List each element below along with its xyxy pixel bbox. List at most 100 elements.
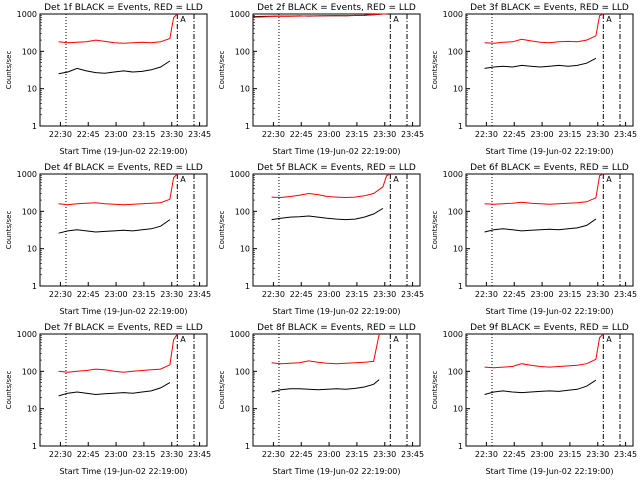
x-axis-label: Start Time (19-Jun-02 22:19:00) — [273, 307, 401, 316]
detector-chart-1: Det 1f BLACK = Events, RED = LLD 1 10 100 10… — [5, 3, 211, 156]
x-tick-label: 23:00 — [531, 130, 554, 139]
time-marker-label: A — [606, 175, 612, 184]
plot-frame — [465, 173, 634, 287]
y-tick-label: 1000 — [230, 170, 250, 179]
x-tick-label: 23:45 — [401, 130, 424, 139]
series-events-line — [484, 379, 597, 395]
x-tick-label: 23:00 — [318, 130, 341, 139]
y-tick-label: 1000 — [17, 330, 37, 339]
x-tick-label: 23:30 — [160, 290, 183, 299]
series-lld-line — [484, 173, 604, 205]
y-axis-label: Counts/sec — [5, 371, 13, 410]
x-axis-label: Start Time (19-Jun-02 22:19:00) — [486, 467, 614, 476]
detector-chart-4: Det 4f BLACK = Events, RED = LLD 1 10 100 10… — [5, 163, 211, 316]
x-tick-label: 22:30 — [49, 450, 72, 459]
time-marker-label: A — [393, 335, 399, 344]
series-events-line — [58, 382, 171, 397]
plot-frame — [39, 13, 208, 127]
x-tick-label: 23:00 — [318, 290, 341, 299]
y-axis-label: Counts/sec — [218, 211, 226, 250]
y-tick-label: 10 — [240, 85, 250, 94]
x-tick-label: 23:15 — [558, 130, 581, 139]
x-tick-label: 22:30 — [49, 290, 72, 299]
y-tick-label: 1000 — [230, 330, 250, 339]
x-tick-label: 23:15 — [132, 450, 155, 459]
series-events-line — [484, 57, 597, 69]
x-axis-label: Start Time (19-Jun-02 22:19:00) — [60, 147, 188, 156]
x-tick-label: 23:30 — [373, 130, 396, 139]
series-lld-line — [484, 333, 604, 369]
y-tick-label: 1 — [458, 282, 463, 291]
y-tick-label: 1 — [32, 442, 37, 451]
time-marker-label: A — [606, 15, 612, 24]
x-axis-label: Start Time (19-Jun-02 22:19:00) — [60, 307, 188, 316]
x-tick-label: 23:15 — [132, 290, 155, 299]
x-tick-label: 23:15 — [345, 130, 368, 139]
y-tick-label: 100 — [235, 367, 250, 376]
x-tick-label: 22:45 — [503, 290, 526, 299]
series-lld-line — [58, 13, 178, 44]
x-tick-label: 22:45 — [290, 130, 313, 139]
y-axis-label: Counts/sec — [431, 211, 439, 250]
detector-chart-3: Det 3f BLACK = Events, RED = LLD 1 10 100 10… — [431, 3, 637, 156]
x-axis-label: Start Time (19-Jun-02 22:19:00) — [486, 147, 614, 156]
x-tick-label: 23:45 — [401, 290, 424, 299]
x-tick-label: 22:30 — [49, 130, 72, 139]
y-tick-label: 1 — [245, 122, 250, 131]
time-marker-label: A — [393, 175, 399, 184]
y-tick-label: 100 — [235, 207, 250, 216]
x-tick-label: 23:15 — [558, 450, 581, 459]
y-tick-label: 10 — [240, 245, 250, 254]
x-tick-label: 23:45 — [188, 290, 211, 299]
x-tick-label: 22:30 — [475, 450, 498, 459]
y-tick-label: 1 — [458, 122, 463, 131]
y-tick-label: 1000 — [17, 10, 37, 19]
detector-chart-6: Det 6f BLACK = Events, RED = LLD 1 10 100 10… — [431, 163, 637, 316]
time-marker-label: A — [393, 15, 399, 24]
x-tick-label: 23:00 — [531, 290, 554, 299]
x-tick-label: 22:30 — [475, 290, 498, 299]
y-tick-label: 1 — [245, 442, 250, 451]
x-tick-label: 23:15 — [345, 450, 368, 459]
y-axis-label: Counts/sec — [218, 51, 226, 90]
y-axis-label: Counts/sec — [218, 371, 226, 410]
time-marker-label: A — [180, 175, 186, 184]
x-tick-label: 22:45 — [503, 450, 526, 459]
plot-frame — [252, 333, 421, 447]
detector-chart-9: Det 9f BLACK = Events, RED = LLD 1 10 100 10… — [431, 323, 637, 476]
y-tick-label: 10 — [27, 85, 37, 94]
y-tick-label: 100 — [448, 207, 463, 216]
x-tick-label: 22:45 — [77, 130, 100, 139]
plot-frame — [39, 173, 208, 287]
x-tick-label: 23:30 — [160, 130, 183, 139]
detector-chart-2: Det 2f BLACK = Events, RED = LLD 1 10 100 10… — [218, 3, 424, 156]
detector-chart-7: Det 7f BLACK = Events, RED = LLD 1 10 100 10… — [5, 323, 211, 476]
y-tick-label: 10 — [27, 405, 37, 414]
x-tick-label: 22:45 — [77, 290, 100, 299]
series-events-line — [271, 379, 380, 393]
x-tick-label: 22:30 — [475, 130, 498, 139]
y-tick-label: 100 — [448, 367, 463, 376]
x-tick-label: 23:30 — [586, 130, 609, 139]
x-tick-label: 23:45 — [188, 130, 211, 139]
series-lld-line — [58, 333, 178, 373]
y-tick-label: 100 — [448, 47, 463, 56]
series-lld-line — [271, 173, 391, 199]
chart-title: Det 5f BLACK = Events, RED = LLD — [257, 163, 416, 173]
x-tick-label: 23:45 — [614, 290, 637, 299]
y-tick-label: 1000 — [17, 170, 37, 179]
series-lld-line — [271, 333, 380, 365]
x-tick-label: 22:45 — [503, 130, 526, 139]
chart-title: Det 8f BLACK = Events, RED = LLD — [257, 323, 416, 333]
x-tick-label: 23:45 — [188, 450, 211, 459]
x-tick-label: 22:30 — [262, 450, 285, 459]
y-axis-label: Counts/sec — [431, 371, 439, 410]
series-events-line — [484, 218, 597, 233]
chart-title: Det 7f BLACK = Events, RED = LLD — [44, 323, 203, 333]
series-events-line — [58, 219, 171, 234]
x-axis-label: Start Time (19-Jun-02 22:19:00) — [273, 467, 401, 476]
y-tick-label: 10 — [453, 85, 463, 94]
x-axis-label: Start Time (19-Jun-02 22:19:00) — [486, 307, 614, 316]
x-tick-label: 23:00 — [105, 450, 128, 459]
